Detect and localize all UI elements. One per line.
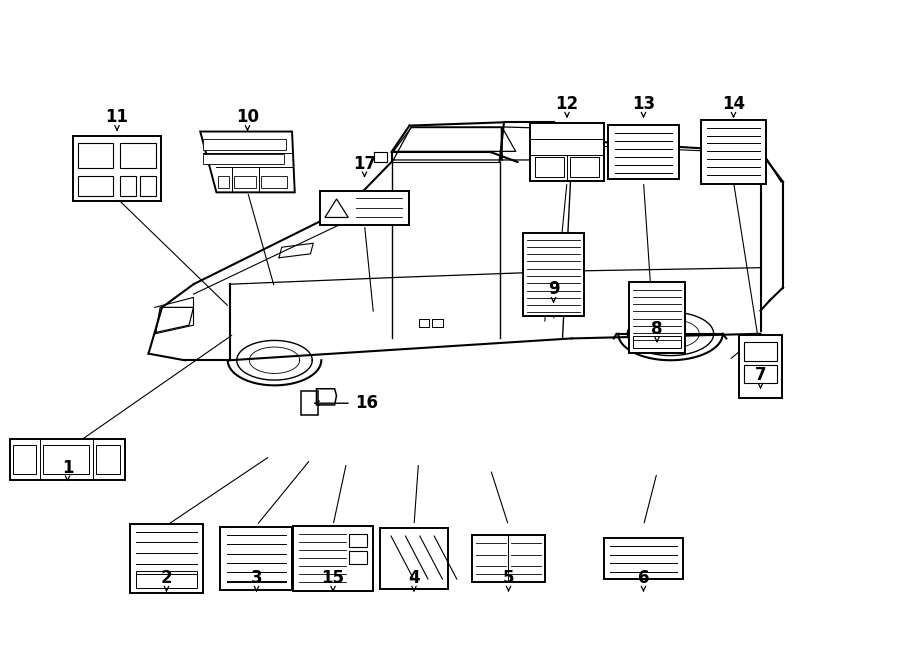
Text: 7: 7 (755, 366, 766, 384)
Bar (628, 282, 686, 353)
Bar (535, 157, 564, 177)
Bar (472, 535, 545, 582)
Bar (78, 143, 112, 168)
Bar (219, 176, 229, 188)
Bar (14, 445, 36, 474)
Bar (136, 571, 197, 588)
Text: 8: 8 (652, 320, 662, 338)
Bar (203, 153, 284, 164)
Bar (203, 139, 286, 149)
Text: 14: 14 (722, 95, 745, 113)
Bar (10, 439, 125, 480)
Text: 15: 15 (321, 569, 345, 587)
Bar (634, 336, 681, 348)
Text: 10: 10 (236, 108, 259, 126)
Bar (73, 136, 161, 201)
Bar (608, 125, 679, 179)
Text: 6: 6 (638, 569, 649, 587)
Bar (523, 233, 584, 316)
Bar (234, 176, 256, 188)
Bar (262, 176, 287, 188)
Polygon shape (201, 132, 295, 192)
Bar (349, 534, 367, 547)
Text: 13: 13 (632, 95, 655, 113)
Bar (700, 120, 766, 184)
Bar (120, 143, 156, 168)
Text: 12: 12 (555, 95, 579, 113)
Bar (604, 538, 683, 579)
Text: 16: 16 (356, 394, 379, 412)
Bar (349, 551, 367, 564)
Bar (78, 176, 112, 196)
Text: 11: 11 (105, 108, 129, 126)
Bar (570, 157, 599, 177)
Bar (120, 176, 136, 196)
Bar (43, 445, 89, 474)
Text: 2: 2 (161, 569, 172, 587)
Bar (744, 342, 777, 360)
Bar (130, 524, 203, 594)
Bar (739, 335, 782, 398)
Text: 5: 5 (503, 569, 514, 587)
Bar (320, 191, 409, 225)
Text: 4: 4 (409, 569, 419, 587)
Bar (96, 445, 120, 474)
Bar (381, 528, 448, 589)
Bar (530, 123, 604, 181)
Bar (140, 176, 156, 196)
Text: 3: 3 (251, 569, 262, 587)
Bar (301, 391, 318, 415)
Bar (293, 526, 373, 591)
Text: 1: 1 (62, 459, 73, 477)
Text: 9: 9 (548, 280, 559, 298)
Bar (744, 364, 777, 383)
Bar (220, 527, 292, 590)
Text: 17: 17 (353, 155, 376, 173)
